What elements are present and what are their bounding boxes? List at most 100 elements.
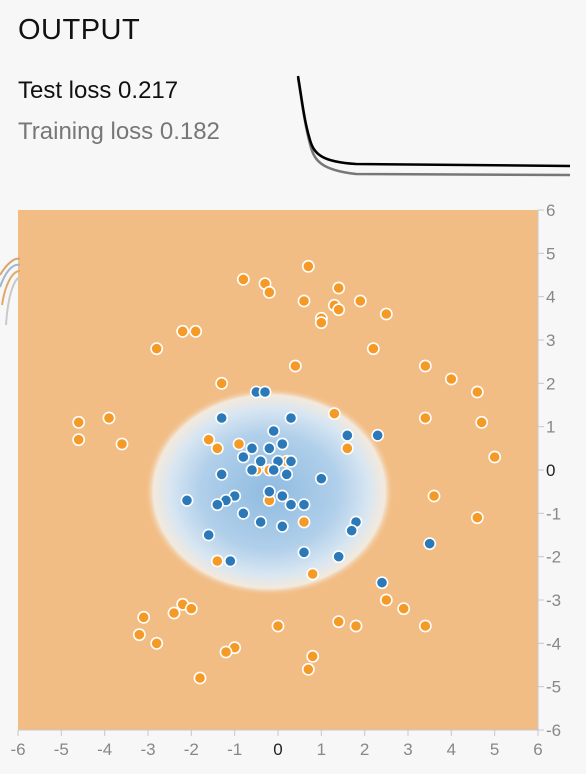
orange-data-point (186, 603, 197, 614)
orange-data-point (216, 378, 227, 389)
orange-data-point (290, 360, 301, 371)
orange-data-point (446, 373, 457, 384)
blue-data-point (238, 508, 249, 519)
orange-data-point (307, 568, 318, 579)
blue-data-point (255, 516, 266, 527)
orange-data-point (350, 620, 361, 631)
blue-data-point (246, 464, 257, 475)
y-tick-label: 2 (546, 374, 555, 393)
x-tick-label: 1 (317, 740, 326, 759)
orange-data-point (151, 638, 162, 649)
y-tick-label: 1 (546, 418, 555, 437)
orange-data-point (264, 287, 275, 298)
orange-data-point (368, 343, 379, 354)
training-loss-label: Training loss (18, 118, 153, 145)
y-tick-label: -1 (546, 504, 561, 523)
orange-data-point (194, 672, 205, 683)
blue-data-point (285, 412, 296, 423)
orange-data-point (73, 417, 84, 428)
orange-data-point (333, 282, 344, 293)
orange-data-point (73, 434, 84, 445)
blue-data-point (181, 495, 192, 506)
orange-data-point (333, 304, 344, 315)
orange-data-point (238, 274, 249, 285)
x-tick-label: 4 (447, 740, 456, 759)
blue-data-point (277, 438, 288, 449)
y-tick-label: -4 (546, 634, 561, 653)
loss-curve-chart (296, 72, 570, 182)
orange-data-point (420, 360, 431, 371)
y-tick-label: 4 (546, 288, 555, 307)
orange-data-point (151, 343, 162, 354)
blue-data-point (316, 473, 327, 484)
orange-data-point (190, 326, 201, 337)
output-title: OUTPUT (18, 14, 140, 47)
orange-data-point (489, 451, 500, 462)
orange-data-point (138, 612, 149, 623)
x-tick-label: -4 (97, 740, 112, 759)
x-axis: -6 -5 -4 -3 -2 -1 0 1 2 3 4 5 6 (10, 730, 542, 759)
blue-data-point (285, 499, 296, 510)
y-axis: 6 5 4 3 2 1 0 -1 -2 -3 -4 -5 -6 (538, 201, 561, 740)
orange-data-point (303, 664, 314, 675)
x-tick-label: -1 (227, 740, 242, 759)
orange-data-point (177, 326, 188, 337)
test-loss-readout: Test loss 0.217 (18, 77, 178, 105)
orange-data-point (333, 616, 344, 627)
blue-data-point (216, 469, 227, 480)
orange-data-point (298, 295, 309, 306)
training-loss-curve (298, 78, 570, 175)
orange-data-point (316, 317, 327, 328)
y-tick-label: -5 (546, 678, 561, 697)
left-edge-curves (0, 259, 20, 325)
orange-data-point (342, 443, 353, 454)
blue-data-point (298, 547, 309, 558)
blue-data-point (346, 525, 357, 536)
blue-data-point (285, 456, 296, 467)
x-tick-label: -3 (140, 740, 155, 759)
test-loss-value: 0.217 (118, 77, 178, 104)
blue-data-point (225, 555, 236, 566)
blue-data-point (216, 412, 227, 423)
orange-data-point (233, 438, 244, 449)
blue-data-point (333, 551, 344, 562)
decision-boundary-plot[interactable]: -6 -5 -4 -3 -2 -1 0 1 2 3 4 5 6 6 5 4 3 2 1 0 -1 -2 -3 -4 -5 -6 (0, 195, 586, 774)
x-tick-label: -5 (54, 740, 69, 759)
blue-data-point (268, 425, 279, 436)
orange-data-point (272, 620, 283, 631)
blue-data-point (255, 456, 266, 467)
x-tick-label: 0 (273, 740, 282, 759)
blue-data-point (372, 430, 383, 441)
orange-data-point (168, 607, 179, 618)
x-tick-label: 2 (360, 740, 369, 759)
blue-data-point (212, 499, 223, 510)
blue-data-point (264, 486, 275, 497)
training-loss-readout: Training loss 0.182 (18, 118, 220, 146)
orange-data-point (303, 261, 314, 272)
blue-data-point (376, 577, 387, 588)
orange-data-point (420, 620, 431, 631)
orange-data-point (298, 516, 309, 527)
y-tick-label: 6 (546, 201, 555, 220)
orange-data-point (355, 295, 366, 306)
y-tick-label: -3 (546, 591, 561, 610)
blue-data-point (238, 451, 249, 462)
orange-data-point (116, 438, 127, 449)
orange-data-point (472, 386, 483, 397)
x-tick-label: -2 (184, 740, 199, 759)
blue-data-point (268, 464, 279, 475)
orange-data-point (134, 629, 145, 640)
orange-data-point (428, 490, 439, 501)
blue-data-point (298, 499, 309, 510)
orange-data-point (203, 434, 214, 445)
y-tick-label: 5 (546, 244, 555, 263)
orange-data-point (329, 408, 340, 419)
test-loss-curve (298, 76, 570, 166)
y-tick-label: -6 (546, 721, 561, 740)
x-tick-label: 3 (403, 740, 412, 759)
orange-data-point (420, 412, 431, 423)
blue-data-point (203, 529, 214, 540)
blue-data-point (277, 521, 288, 532)
orange-data-point (212, 555, 223, 566)
